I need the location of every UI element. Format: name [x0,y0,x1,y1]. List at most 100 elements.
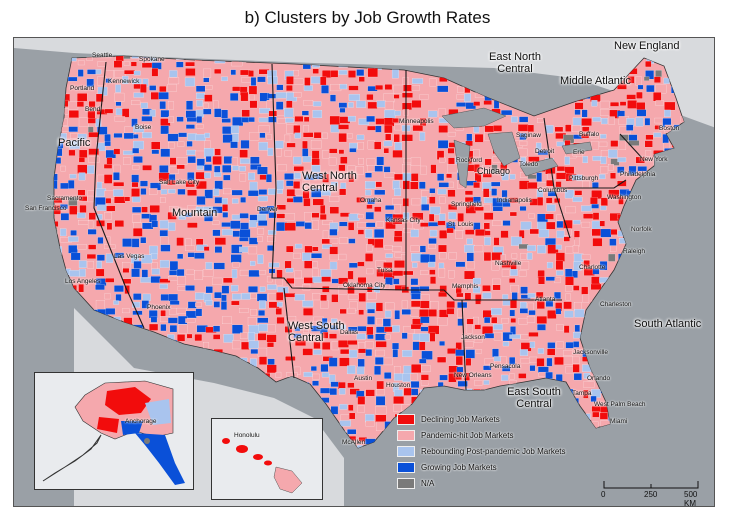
county-patch [151,262,158,270]
county-patch [239,213,249,219]
county-patch [348,70,356,78]
county-patch [491,317,498,324]
county-patch [437,140,449,149]
county-patch [177,348,185,358]
county-patch [419,286,430,292]
county-patch [457,213,464,222]
county-patch [591,429,598,437]
county-patch [457,308,464,318]
canada-land [14,38,714,128]
county-patch [601,340,612,346]
county-patch [303,116,310,122]
county-patch [247,190,259,197]
county-patch [96,204,108,211]
county-patch [493,77,500,84]
county-patch [222,316,232,325]
county-patch [249,132,260,141]
county-patch [682,197,684,204]
county-patch [582,294,590,303]
county-patch [692,244,699,249]
county-patch [393,278,400,285]
county-patch [673,390,684,397]
county-patch [690,439,696,445]
county-patch [248,332,255,341]
county-patch [70,230,77,236]
county-patch [682,180,684,190]
county-patch [79,149,88,158]
county-patch [617,180,627,187]
county-patch [681,340,684,346]
city-label-kennewick: Kennewick [108,78,140,85]
county-patch [556,324,564,331]
county-patch [412,212,424,220]
county-patch [573,444,581,448]
county-patch [320,364,329,372]
county-patch [438,125,448,133]
county-patch [662,421,670,431]
county-patch [259,108,271,114]
legend-item-growing: Growing Job Markets [397,459,566,475]
map-legend: Declining Job Markets Pandemic-hit Job M… [397,411,566,491]
county-patch [149,341,158,351]
county-patch [239,332,248,339]
county-patch [529,365,536,372]
county-patch [600,388,611,394]
county-patch [536,316,547,324]
county-patch [691,206,701,213]
county-patch [77,69,84,77]
county-patch [169,300,180,305]
county-patch [644,340,652,349]
county-patch [419,118,427,126]
county-patch [510,116,518,123]
county-patch [223,277,233,283]
county-patch [645,455,655,461]
county-patch [276,292,284,301]
county-patch [365,181,376,189]
county-patch [608,253,616,262]
county-patch [600,109,611,116]
county-patch [140,237,147,244]
county-patch [176,237,184,246]
county-patch [448,204,458,210]
county-patch [60,228,67,237]
county-patch [365,420,375,427]
hawaii-map [222,438,303,494]
county-patch [276,269,283,279]
county-patch [167,317,178,324]
county-patch [348,326,358,332]
county-patch [78,117,89,127]
county-patch [203,108,212,115]
county-patch [627,365,637,374]
county-patch [303,100,314,106]
county-patch [393,204,401,214]
county-patch [500,230,509,238]
county-patch [438,108,446,118]
county-patch [664,357,671,365]
county-patch [141,62,153,68]
county-patch [204,140,211,149]
county-patch [356,333,366,340]
county-patch [196,124,204,129]
county-patch [662,189,672,195]
county-patch [663,373,672,381]
county-patch [663,276,673,283]
county-patch [203,342,209,349]
county-patch [140,102,148,109]
county-patch [303,198,311,207]
county-patch [644,252,651,259]
county-patch [312,268,319,278]
county-patch [285,267,294,273]
county-patch [330,124,340,133]
county-patch [231,214,241,220]
county-patch [169,260,179,271]
legend-item-pandemic: Pandemic-hit Job Markets [397,427,566,443]
city-label-columbus: Columbus [538,187,568,194]
county-patch [655,334,665,342]
region-label-east-south-central: East South Central [507,386,561,410]
county-patch [429,269,436,275]
county-patch [528,213,535,219]
county-patch [259,382,268,390]
scale-tick-250: 250 [644,490,658,499]
county-patch [455,349,465,357]
county-patch [347,307,356,314]
